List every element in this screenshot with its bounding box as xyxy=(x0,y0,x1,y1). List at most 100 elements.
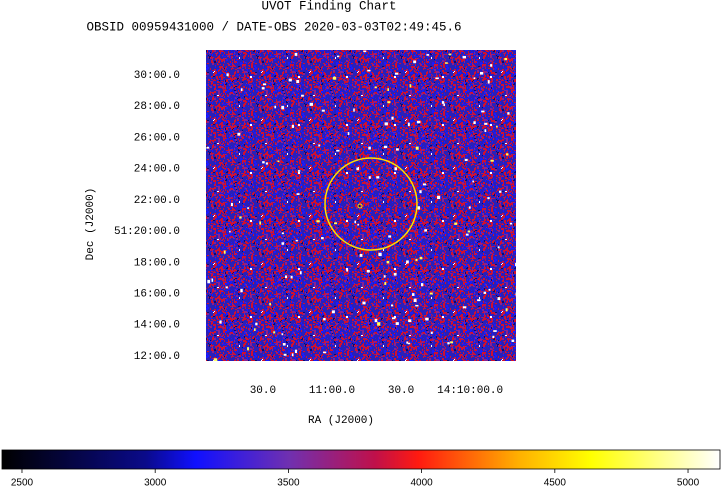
star xyxy=(334,222,338,225)
star xyxy=(247,207,250,209)
star xyxy=(499,190,502,193)
star xyxy=(206,146,210,149)
star xyxy=(207,279,211,284)
star xyxy=(407,342,411,345)
star xyxy=(493,330,497,332)
star xyxy=(262,83,267,86)
star xyxy=(346,268,349,272)
star xyxy=(261,87,265,90)
star xyxy=(368,176,371,179)
star xyxy=(359,253,363,257)
star xyxy=(290,275,293,279)
star xyxy=(240,88,243,92)
star xyxy=(422,183,427,186)
star xyxy=(417,206,421,210)
star xyxy=(515,292,516,296)
star xyxy=(430,331,433,334)
star xyxy=(294,52,298,56)
star xyxy=(487,197,490,200)
star xyxy=(415,146,419,150)
star xyxy=(435,77,439,80)
star xyxy=(447,342,450,345)
star xyxy=(437,195,441,200)
star xyxy=(415,304,419,307)
image xyxy=(206,50,516,361)
star xyxy=(384,122,388,126)
star xyxy=(391,317,396,320)
star xyxy=(429,292,433,295)
star xyxy=(283,353,287,356)
star xyxy=(462,55,467,59)
star xyxy=(309,102,313,106)
star xyxy=(254,328,256,331)
star xyxy=(323,317,326,321)
star xyxy=(484,122,488,125)
star xyxy=(247,347,250,351)
star xyxy=(384,282,387,285)
star xyxy=(412,293,415,296)
star xyxy=(488,288,491,291)
star xyxy=(336,149,340,152)
star xyxy=(424,229,428,232)
star xyxy=(490,159,494,162)
x-tick-label: 30.0 xyxy=(250,385,276,397)
star xyxy=(223,250,226,254)
star xyxy=(390,304,394,307)
colorbar: 2500 3000 3500 4000 4500 5000 xyxy=(1,449,721,489)
star xyxy=(426,54,430,56)
colorbar-gradient xyxy=(1,449,721,470)
star xyxy=(213,358,218,361)
star xyxy=(387,101,391,104)
image-noise xyxy=(206,50,516,361)
star xyxy=(425,317,429,321)
star xyxy=(296,193,300,195)
star xyxy=(277,160,280,162)
star xyxy=(409,84,412,88)
star xyxy=(269,302,271,306)
star xyxy=(354,220,356,224)
star xyxy=(419,190,422,194)
chart-title: UVOT Finding Chart xyxy=(261,0,396,13)
star xyxy=(477,299,481,302)
star xyxy=(408,319,412,323)
x-tick-label: 11:00.0 xyxy=(309,385,355,397)
y-tick-label: 28:00.0 xyxy=(134,101,180,113)
star xyxy=(497,246,500,249)
star xyxy=(219,320,222,324)
star xyxy=(394,72,399,75)
star xyxy=(274,105,277,109)
star xyxy=(374,318,378,323)
star xyxy=(462,306,467,309)
star xyxy=(413,298,417,303)
star xyxy=(323,351,327,354)
star xyxy=(490,64,493,67)
y-tick-label: 51:20:00.0 xyxy=(114,226,180,238)
star xyxy=(386,260,390,264)
star xyxy=(368,146,371,150)
star xyxy=(230,202,233,207)
star xyxy=(465,233,469,236)
star xyxy=(281,333,284,336)
star xyxy=(492,335,495,338)
y-tick-label: 12:00.0 xyxy=(134,351,180,363)
star xyxy=(387,88,390,91)
star xyxy=(282,343,286,346)
colorbar-tick-label: 3500 xyxy=(277,478,300,489)
star xyxy=(487,80,490,84)
star xyxy=(374,86,377,89)
colorbar-tick-label: 3000 xyxy=(144,478,167,489)
y-tick-label: 14:00.0 xyxy=(134,320,180,332)
star xyxy=(281,242,285,245)
star xyxy=(356,167,360,171)
star xyxy=(226,73,229,77)
star xyxy=(237,132,241,136)
star xyxy=(406,260,409,264)
star xyxy=(406,341,409,344)
star xyxy=(507,112,510,115)
star xyxy=(383,275,386,278)
y-tick-label: 26:00.0 xyxy=(134,132,180,144)
star xyxy=(321,109,325,112)
star xyxy=(484,129,487,133)
star xyxy=(296,80,300,84)
star xyxy=(504,58,508,61)
